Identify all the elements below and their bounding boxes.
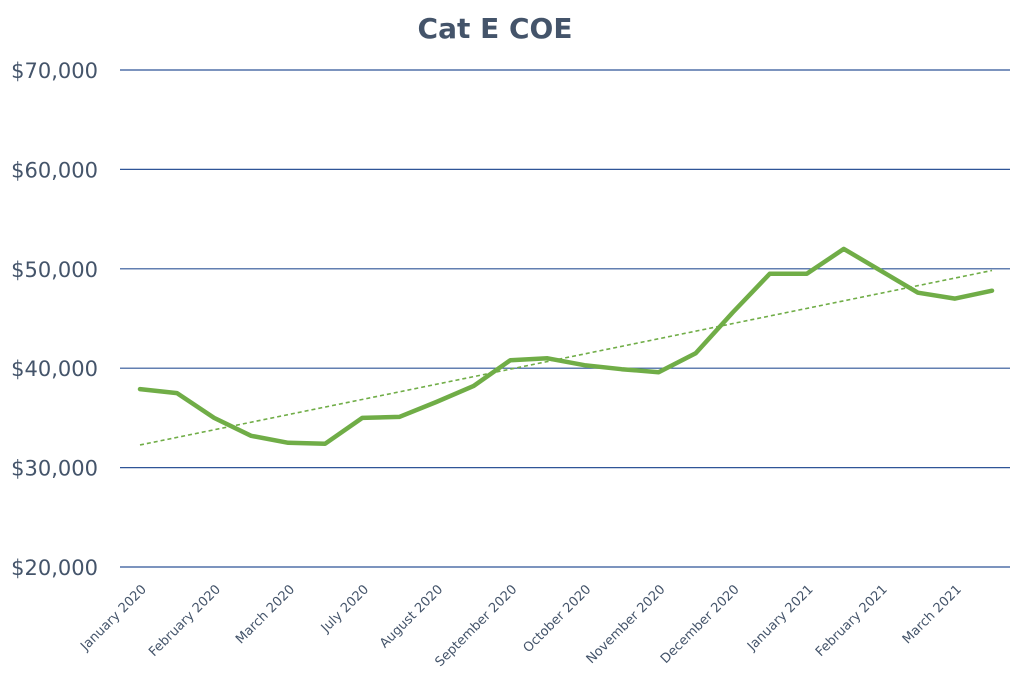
- series-line: [137, 246, 995, 446]
- data-point: [805, 272, 809, 276]
- x-tick-label: March 2021: [900, 582, 965, 647]
- x-tick-label: October 2020: [521, 582, 595, 656]
- y-tick-label: $50,000: [11, 258, 98, 282]
- data-point: [397, 415, 401, 419]
- data-point: [471, 384, 475, 388]
- data-point: [212, 416, 216, 420]
- data-point: [175, 391, 179, 395]
- data-point: [360, 416, 364, 420]
- trendline-line: [139, 269, 993, 446]
- data-point: [545, 356, 549, 360]
- data-point: [916, 290, 920, 294]
- data-point: [323, 442, 327, 446]
- data-point: [730, 310, 734, 314]
- gridlines: [120, 69, 1010, 568]
- y-tick-label: $30,000: [11, 457, 98, 481]
- data-point: [842, 247, 846, 251]
- x-tick-label: March 2020: [233, 582, 298, 647]
- data-point: [656, 370, 660, 374]
- x-tick-label: February 2021: [813, 582, 891, 660]
- data-point: [286, 441, 290, 445]
- trendline: [139, 269, 993, 446]
- x-tick-label: January 2021: [744, 582, 816, 654]
- data-point: [953, 296, 957, 300]
- data-point: [434, 400, 438, 404]
- series-group: [137, 246, 995, 446]
- x-tick-label: July 2020: [318, 582, 372, 636]
- x-tick-label: September 2020: [433, 582, 521, 670]
- y-tick-label: $60,000: [11, 158, 98, 182]
- data-point: [508, 358, 512, 362]
- x-tick-label: November 2020: [584, 582, 669, 667]
- data-point: [879, 269, 883, 273]
- y-tick-label: $70,000: [11, 59, 98, 83]
- data-point: [990, 288, 994, 292]
- data-point: [693, 351, 697, 355]
- y-tick-label: $40,000: [11, 357, 98, 381]
- x-tick-label: August 2020: [377, 582, 446, 651]
- data-point: [582, 363, 586, 367]
- data-point: [768, 272, 772, 276]
- x-tick-label: February 2020: [146, 582, 224, 660]
- chart-title: Cat E COE: [417, 12, 573, 45]
- y-axis-tick-labels: $20,000 $30,000 $40,000 $50,000 $60,000 $70,0…: [11, 59, 98, 580]
- x-tick-label: December 2020: [658, 582, 743, 667]
- data-point: [249, 434, 253, 438]
- data-point: [619, 367, 623, 371]
- x-tick-label: January 2020: [77, 582, 149, 654]
- y-tick-label: $20,000: [11, 556, 98, 580]
- data-point: [138, 387, 142, 391]
